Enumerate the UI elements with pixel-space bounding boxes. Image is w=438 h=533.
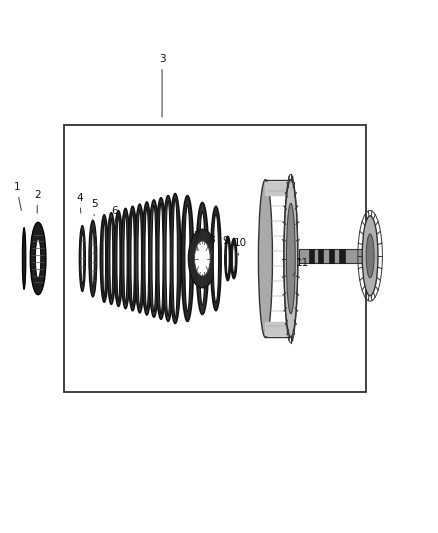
- Bar: [299, 249, 368, 263]
- Ellipse shape: [170, 193, 181, 324]
- Bar: [318, 249, 323, 263]
- Ellipse shape: [211, 206, 221, 311]
- Ellipse shape: [231, 238, 237, 279]
- Ellipse shape: [362, 216, 378, 296]
- Ellipse shape: [131, 212, 134, 305]
- Ellipse shape: [100, 215, 108, 302]
- Bar: [309, 249, 314, 263]
- Ellipse shape: [145, 207, 148, 310]
- Ellipse shape: [162, 196, 173, 321]
- Ellipse shape: [213, 214, 219, 303]
- Ellipse shape: [35, 239, 41, 278]
- Text: 6: 6: [111, 206, 118, 225]
- Ellipse shape: [200, 212, 205, 305]
- Text: 1: 1: [13, 182, 21, 211]
- Ellipse shape: [128, 206, 137, 311]
- Ellipse shape: [185, 205, 190, 312]
- Ellipse shape: [366, 234, 374, 278]
- Ellipse shape: [188, 229, 216, 288]
- Ellipse shape: [149, 200, 159, 317]
- Ellipse shape: [135, 204, 145, 313]
- Ellipse shape: [166, 201, 170, 316]
- Text: 8: 8: [208, 235, 215, 254]
- Ellipse shape: [117, 216, 120, 301]
- Ellipse shape: [173, 199, 177, 318]
- Ellipse shape: [124, 214, 127, 303]
- Text: 3: 3: [159, 54, 166, 117]
- Text: 5: 5: [91, 199, 98, 216]
- Ellipse shape: [103, 220, 106, 297]
- Ellipse shape: [233, 244, 235, 273]
- Ellipse shape: [79, 225, 85, 292]
- Text: 9: 9: [222, 236, 229, 254]
- Ellipse shape: [152, 205, 156, 312]
- Ellipse shape: [286, 203, 295, 314]
- Ellipse shape: [30, 222, 46, 295]
- Ellipse shape: [159, 203, 163, 314]
- Ellipse shape: [89, 220, 97, 297]
- Ellipse shape: [138, 209, 141, 308]
- Ellipse shape: [181, 196, 194, 321]
- Bar: [64, 125, 366, 392]
- Ellipse shape: [194, 241, 210, 276]
- Ellipse shape: [196, 203, 208, 314]
- Ellipse shape: [142, 202, 152, 315]
- Ellipse shape: [107, 213, 116, 304]
- Ellipse shape: [225, 236, 231, 281]
- Text: 7: 7: [193, 231, 200, 251]
- Ellipse shape: [121, 208, 130, 309]
- Text: 4: 4: [76, 192, 83, 213]
- Bar: [339, 249, 345, 263]
- Ellipse shape: [258, 180, 272, 337]
- Ellipse shape: [226, 241, 229, 276]
- Ellipse shape: [284, 180, 298, 337]
- Ellipse shape: [81, 233, 84, 284]
- Ellipse shape: [92, 230, 94, 287]
- Bar: [328, 249, 334, 263]
- Ellipse shape: [155, 198, 166, 319]
- Ellipse shape: [110, 218, 113, 299]
- Text: 11: 11: [293, 257, 309, 276]
- Ellipse shape: [22, 228, 26, 289]
- Text: 2: 2: [34, 190, 41, 213]
- Ellipse shape: [114, 211, 123, 306]
- Text: 10: 10: [233, 238, 247, 255]
